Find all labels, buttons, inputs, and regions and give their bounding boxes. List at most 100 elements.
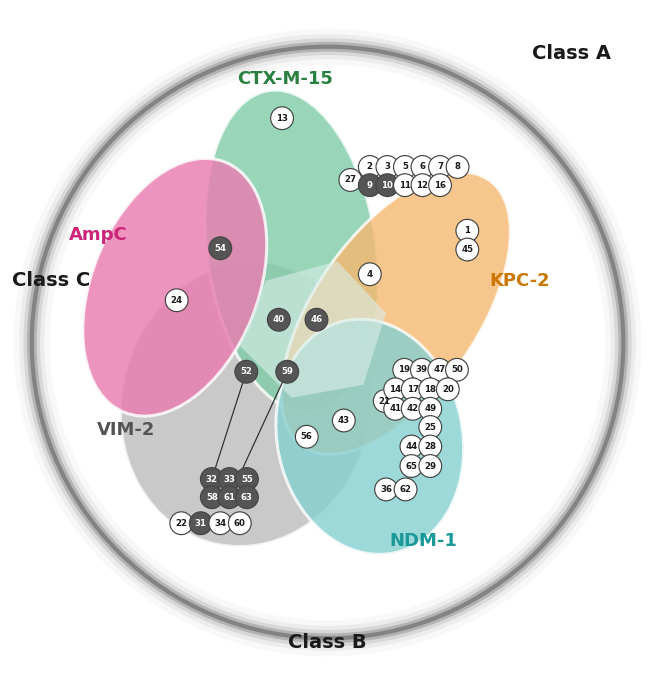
- Text: 17: 17: [407, 385, 419, 394]
- Circle shape: [436, 378, 459, 401]
- Text: 44: 44: [405, 442, 417, 451]
- Text: Class A: Class A: [532, 44, 611, 63]
- Circle shape: [428, 155, 451, 178]
- Circle shape: [446, 155, 469, 178]
- Circle shape: [373, 390, 396, 412]
- Text: 59: 59: [281, 367, 293, 376]
- Circle shape: [218, 486, 241, 508]
- Circle shape: [411, 358, 433, 381]
- Text: 60: 60: [234, 519, 246, 527]
- Text: 13: 13: [276, 114, 288, 123]
- Text: Class C: Class C: [12, 271, 90, 290]
- Text: 41: 41: [389, 404, 402, 413]
- Circle shape: [419, 416, 441, 438]
- Text: 21: 21: [379, 397, 391, 406]
- Text: 62: 62: [400, 485, 411, 494]
- Circle shape: [201, 468, 223, 490]
- Circle shape: [394, 174, 417, 197]
- Text: 47: 47: [433, 365, 445, 374]
- Text: 52: 52: [241, 367, 252, 376]
- Text: 36: 36: [380, 485, 392, 494]
- Circle shape: [201, 486, 223, 508]
- Circle shape: [456, 238, 479, 261]
- Text: 50: 50: [451, 365, 463, 374]
- Text: 45: 45: [461, 245, 473, 254]
- Text: 31: 31: [195, 519, 207, 527]
- Text: 3: 3: [385, 162, 390, 171]
- Circle shape: [32, 47, 623, 638]
- Circle shape: [402, 378, 424, 401]
- Circle shape: [235, 360, 258, 383]
- Circle shape: [456, 219, 479, 242]
- Circle shape: [190, 512, 212, 534]
- Text: 56: 56: [301, 432, 313, 441]
- Text: CTX-M-15: CTX-M-15: [237, 70, 334, 88]
- Text: 29: 29: [424, 462, 436, 471]
- Circle shape: [296, 425, 318, 448]
- Text: 49: 49: [424, 404, 436, 413]
- Text: 5: 5: [402, 162, 408, 171]
- Text: 16: 16: [434, 181, 446, 190]
- Ellipse shape: [83, 158, 267, 416]
- Circle shape: [235, 486, 258, 508]
- Circle shape: [393, 358, 416, 381]
- Circle shape: [271, 107, 294, 129]
- Text: 33: 33: [224, 475, 235, 484]
- Circle shape: [209, 237, 232, 260]
- Text: 8: 8: [455, 162, 460, 171]
- Text: 39: 39: [416, 365, 428, 374]
- Ellipse shape: [276, 319, 464, 554]
- Circle shape: [339, 169, 362, 191]
- Circle shape: [445, 358, 468, 381]
- Text: 19: 19: [398, 365, 410, 374]
- Circle shape: [419, 435, 441, 458]
- Polygon shape: [240, 261, 386, 398]
- Ellipse shape: [281, 172, 510, 454]
- Text: 1: 1: [464, 226, 470, 235]
- Circle shape: [402, 397, 424, 420]
- Text: 25: 25: [424, 423, 436, 432]
- Circle shape: [358, 155, 381, 178]
- Text: 40: 40: [273, 315, 284, 324]
- Text: 22: 22: [175, 519, 187, 527]
- Circle shape: [428, 174, 451, 197]
- Text: 14: 14: [389, 385, 402, 394]
- Text: 34: 34: [215, 519, 226, 527]
- Circle shape: [419, 455, 441, 477]
- Circle shape: [235, 468, 258, 490]
- Circle shape: [419, 378, 441, 401]
- Text: 4: 4: [367, 270, 373, 279]
- Circle shape: [228, 512, 251, 534]
- Circle shape: [400, 435, 422, 458]
- Circle shape: [411, 174, 434, 197]
- Text: KPC-2: KPC-2: [489, 272, 549, 290]
- Text: 42: 42: [407, 404, 419, 413]
- Text: 2: 2: [367, 162, 373, 171]
- Text: 65: 65: [405, 462, 417, 471]
- Text: 58: 58: [206, 493, 218, 501]
- Text: 28: 28: [424, 442, 436, 451]
- Circle shape: [209, 512, 232, 534]
- Text: 54: 54: [215, 244, 226, 253]
- Text: 7: 7: [437, 162, 443, 171]
- Text: 9: 9: [367, 181, 373, 190]
- Circle shape: [376, 155, 399, 178]
- Circle shape: [384, 378, 407, 401]
- Circle shape: [394, 478, 417, 501]
- Circle shape: [165, 289, 188, 312]
- Circle shape: [358, 174, 381, 197]
- Text: 27: 27: [344, 175, 356, 184]
- Circle shape: [376, 174, 399, 197]
- Circle shape: [419, 397, 441, 420]
- Circle shape: [400, 455, 422, 477]
- Circle shape: [170, 512, 193, 534]
- Circle shape: [428, 358, 451, 381]
- Circle shape: [305, 308, 328, 331]
- Text: 43: 43: [337, 416, 350, 425]
- Text: VIM-2: VIM-2: [97, 421, 155, 439]
- Ellipse shape: [120, 262, 372, 547]
- Circle shape: [375, 478, 398, 501]
- Text: 61: 61: [224, 493, 235, 501]
- Circle shape: [411, 155, 434, 178]
- Text: 24: 24: [171, 296, 182, 305]
